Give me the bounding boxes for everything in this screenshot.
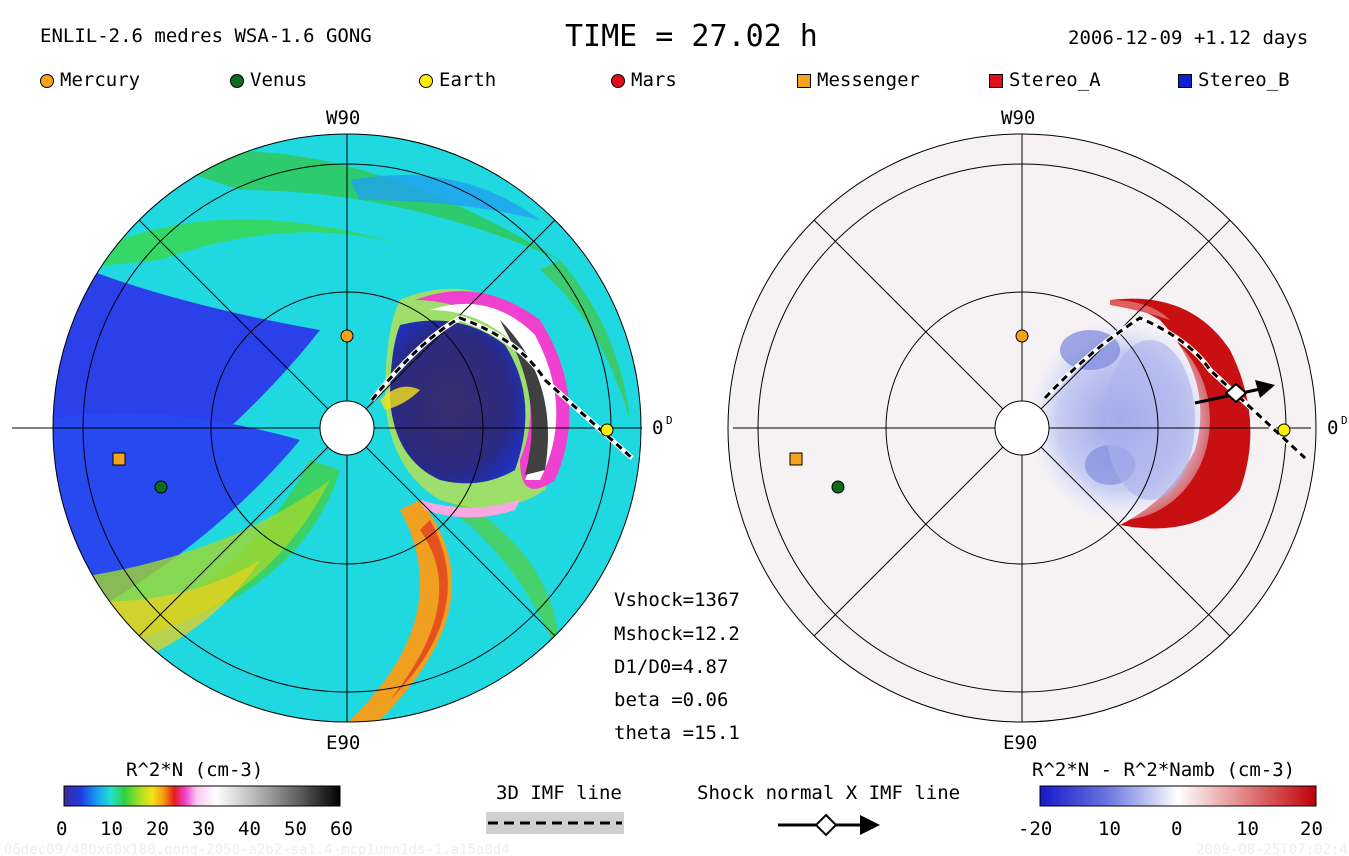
density-colorbar — [63, 785, 341, 807]
left-venus-marker — [154, 480, 168, 494]
vshock-value: Vshock=1367 — [614, 589, 740, 611]
legend-stereo-a: Stereo_A — [1009, 69, 1101, 91]
venus-legend-icon — [230, 74, 244, 88]
left-earth-marker — [600, 423, 614, 437]
legend-mars: Mars — [631, 69, 677, 91]
shock-key-arrowhead — [860, 815, 880, 835]
legend-venus: Venus — [250, 69, 308, 91]
density-tick-0: 0 — [56, 818, 68, 840]
density-tick-10: 10 — [100, 818, 123, 840]
imf-key-label: 3D IMF line — [496, 782, 622, 804]
left-degree-symbol: D — [666, 414, 673, 427]
difference-tick-20: 20 — [1300, 818, 1323, 840]
left-messenger-marker — [112, 452, 126, 466]
legend-stereo-b: Stereo_B — [1198, 69, 1290, 91]
model-label: ENLIL-2.6 medres WSA-1.6 GONG — [40, 25, 372, 47]
right-degree-symbol: D — [1341, 414, 1348, 427]
left-mercury-marker — [340, 329, 354, 343]
theta-value: theta =15.1 — [614, 722, 740, 744]
difference-tick-0: 0 — [1171, 818, 1183, 840]
difference-tick-minus10: 10 — [1098, 818, 1121, 840]
beta-value: beta =0.06 — [614, 689, 729, 711]
density-tick-30: 30 — [192, 818, 215, 840]
right-earth-marker — [1277, 423, 1291, 437]
left-right-label: 0 — [652, 417, 664, 439]
difference-tick-minus20: -20 — [1018, 818, 1053, 840]
messenger-legend-icon — [797, 74, 811, 88]
left-bottom-label: E90 — [326, 732, 361, 754]
mars-legend-icon — [611, 74, 625, 88]
right-sun-disk — [994, 400, 1050, 456]
left-sun-disk — [319, 400, 375, 456]
legend-mercury: Mercury — [60, 69, 141, 91]
difference-tick-10: 10 — [1236, 818, 1259, 840]
difference-colorbar — [1039, 785, 1317, 807]
mercury-legend-icon — [40, 74, 54, 88]
right-venus-marker — [831, 480, 845, 494]
left-top-label: W90 — [326, 107, 361, 129]
legend-earth: Earth — [439, 69, 497, 91]
right-imf-line — [1043, 316, 1307, 460]
density-tick-20: 20 — [146, 818, 169, 840]
shock-normal-diamond — [1224, 382, 1248, 404]
right-messenger-marker — [789, 452, 803, 466]
legend-messenger: Messenger — [817, 69, 920, 91]
density-tick-60: 60 — [330, 818, 353, 840]
stereo-a-legend-icon — [989, 74, 1003, 88]
density-tick-40: 40 — [238, 818, 261, 840]
stereo-b-legend-icon — [1178, 74, 1192, 88]
left-imf-line — [370, 316, 634, 460]
difference-colorbar-title: R^2*N - R^2*Namb (cm-3) — [1032, 759, 1296, 781]
right-bottom-label: E90 — [1003, 732, 1038, 754]
shock-key-label: Shock normal X IMF line — [697, 782, 961, 804]
mshock-value: Mshock=12.2 — [614, 623, 740, 645]
earth-legend-icon — [419, 74, 433, 88]
shock-key-diamond — [814, 813, 838, 837]
time-label: TIME = 27.02 h — [565, 19, 818, 54]
density-tick-50: 50 — [284, 818, 307, 840]
right-right-label: 0 — [1327, 417, 1339, 439]
right-mercury-marker — [1015, 329, 1029, 343]
density-colorbar-title: R^2*N (cm-3) — [126, 759, 264, 781]
shock-normal-arrowhead — [1255, 380, 1275, 398]
run-id-footer: 06dec09/480x60x180.gong-2050-a2b2-sa1.4-… — [4, 842, 510, 856]
density-ratio-value: D1/D0=4.87 — [614, 656, 729, 678]
right-top-label: W90 — [1001, 107, 1036, 129]
creation-date-footer: 2009-08-25T07:02:4 — [1196, 842, 1348, 856]
date-label: 2006-12-09 +1.12 days — [1068, 27, 1309, 49]
